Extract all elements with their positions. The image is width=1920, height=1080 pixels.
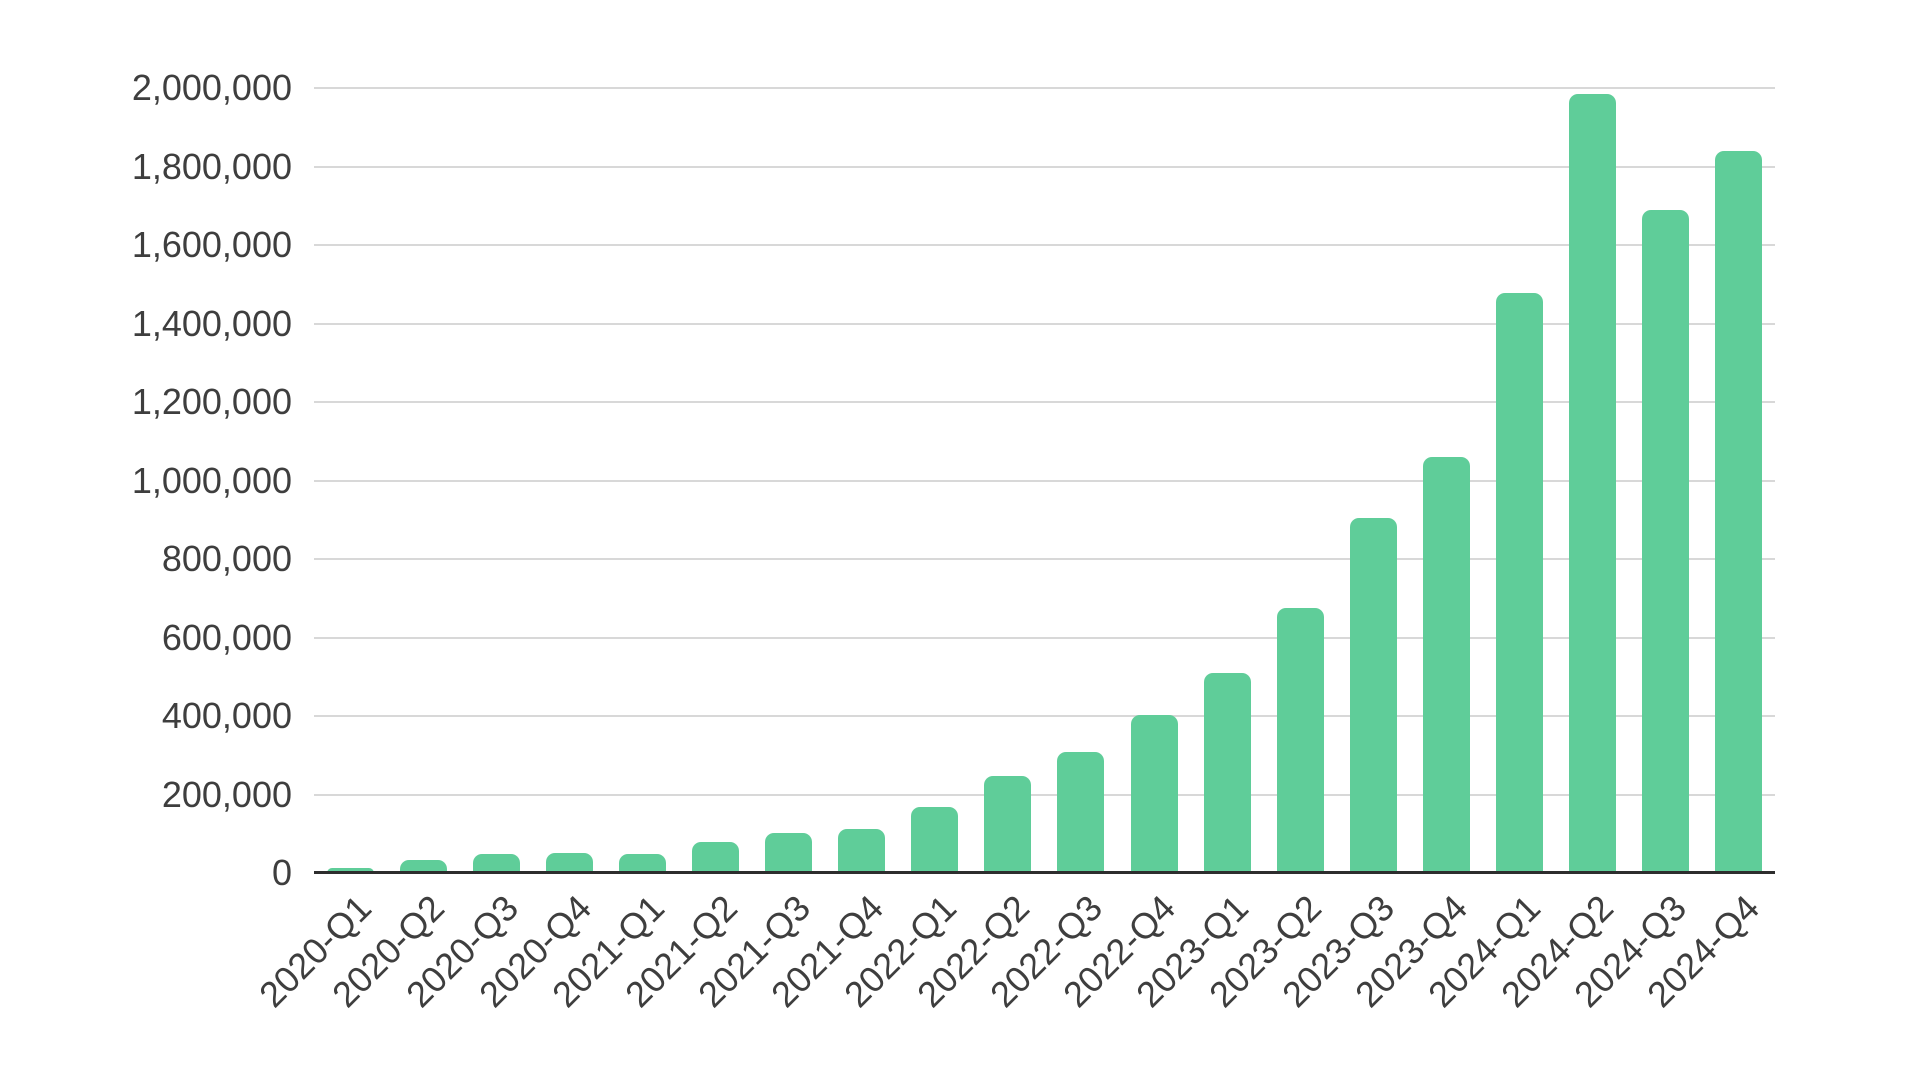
- bar-2021-Q3: [765, 832, 813, 873]
- bar-2021-Q1: [619, 853, 667, 873]
- y-axis-tick-label: 0: [271, 852, 292, 893]
- bar-slot-2021-Q1: 2021-Q1: [544, 88, 679, 1015]
- bar-slot-2022-Q3: 2022-Q3: [982, 88, 1117, 1015]
- y-axis-tick-label: 1,000,000: [131, 459, 292, 501]
- y-axis-tick-label: 200,000: [161, 773, 292, 815]
- y-axis-tick-label: 1,400,000: [131, 302, 292, 344]
- bar-2022-Q2: [984, 776, 1032, 873]
- gridline: [314, 244, 1775, 246]
- bar-2020-Q1: [327, 867, 375, 873]
- bar-2024-Q1: [1495, 292, 1543, 873]
- bar-slot-2024-Q3: 2024-Q3: [1566, 88, 1702, 1015]
- bar-slot-2022-Q1: 2022-Q1: [836, 88, 971, 1015]
- bar-slot-2021-Q2: 2021-Q2: [617, 88, 752, 1015]
- bar-2023-Q3: [1349, 517, 1397, 873]
- bar-2024-Q4: [1714, 150, 1762, 873]
- bar-slot-2020-Q3: 2020-Q3: [398, 88, 533, 1015]
- bar-2023-Q1: [1203, 672, 1251, 873]
- y-axis-tick-label: 400,000: [161, 695, 292, 736]
- plot-area: 2020-Q1 2020-Q2 2020-Q3 2020-Q4 2021-Q1 2021-…: [251, 87, 1775, 1015]
- y-axis-tick-label: 1,600,000: [131, 224, 292, 265]
- gridline: [314, 401, 1775, 403]
- bar-slot-2023-Q4: 2023-Q4: [1347, 88, 1483, 1015]
- bar-slot-2023-Q1: 2023-Q1: [1128, 88, 1264, 1015]
- gridline: [314, 322, 1775, 325]
- gridline: [314, 479, 1775, 482]
- bar-slot-2022-Q2: 2022-Q2: [909, 88, 1044, 1015]
- bar-slot-2023-Q2: 2023-Q2: [1201, 88, 1337, 1015]
- bar-slot-2022-Q4: 2022-Q4: [1055, 88, 1191, 1015]
- bar-2020-Q4: [546, 853, 594, 873]
- bar-2022-Q1: [911, 807, 959, 873]
- bar-2024-Q2: [1568, 93, 1616, 873]
- bar-slot-2023-Q3: 2023-Q3: [1274, 88, 1410, 1015]
- bars-row: 2020-Q1 2020-Q2 2020-Q3 2020-Q4 2021-Q1 2021-…: [251, 88, 1775, 1015]
- bar-slot-2021-Q3: 2021-Q3: [690, 88, 825, 1015]
- y-axis-tick-label: 600,000: [161, 616, 292, 658]
- bar-slot-2020-Q4: 2020-Q4: [471, 88, 606, 1015]
- y-axis-tick-label: 2,000,000: [131, 67, 292, 108]
- bar-slot-2020-Q2: 2020-Q2: [325, 88, 460, 1015]
- bar-2020-Q3: [473, 854, 521, 873]
- bar-2021-Q4: [838, 829, 886, 873]
- bar-slot-2021-Q4: 2021-Q4: [763, 88, 898, 1015]
- bar-slot-2024-Q1: 2024-Q1: [1420, 88, 1556, 1015]
- gridline: [314, 793, 1775, 796]
- gridline: [314, 165, 1775, 168]
- y-axis-tick-label: 1,800,000: [131, 145, 292, 187]
- bar-2022-Q3: [1057, 751, 1105, 873]
- bar-2023-Q2: [1276, 608, 1324, 873]
- y-axis-tick-label: 800,000: [161, 538, 292, 579]
- bar-slot-2024-Q2: 2024-Q2: [1493, 88, 1629, 1015]
- bar-2023-Q4: [1422, 456, 1470, 873]
- bar-2024-Q3: [1641, 210, 1689, 873]
- y-axis-tick-label: 1,200,000: [131, 381, 292, 422]
- bar-slot-2020-Q1: 2020-Q1: [251, 88, 387, 1015]
- gridline: [314, 87, 1775, 89]
- bar-slot-2024-Q4: 2024-Q4: [1639, 88, 1775, 1015]
- bar-2022-Q4: [1130, 714, 1178, 873]
- gridline: [314, 558, 1775, 560]
- gridline: [314, 636, 1775, 639]
- gridline: [314, 715, 1775, 717]
- bar-2021-Q2: [692, 842, 740, 873]
- x-axis-line: [314, 871, 1775, 874]
- bar-2020-Q2: [400, 859, 448, 873]
